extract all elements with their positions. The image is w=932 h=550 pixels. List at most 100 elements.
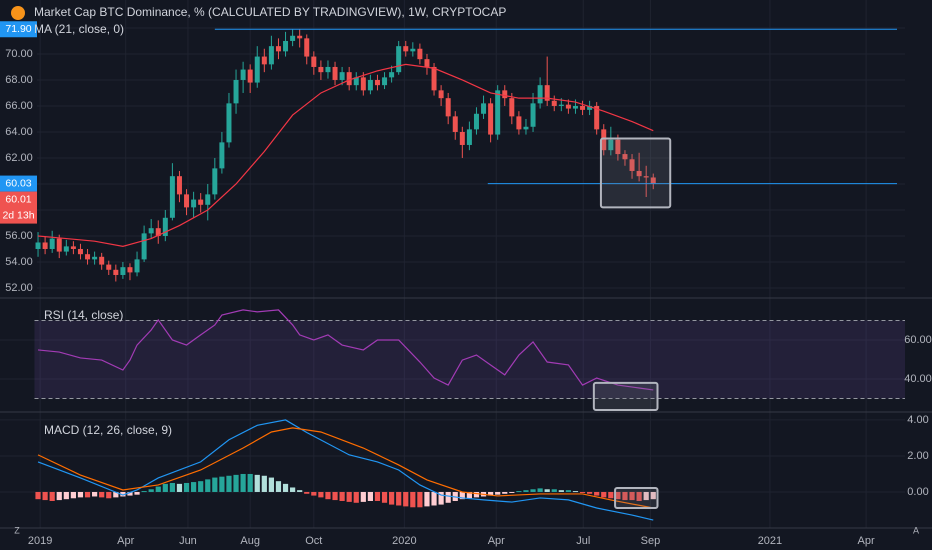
histogram-bar xyxy=(84,491,91,498)
histogram-bar xyxy=(608,491,614,499)
candle-body xyxy=(311,56,317,67)
histogram-bar xyxy=(473,491,480,498)
candle-body xyxy=(424,59,430,67)
candle-body xyxy=(473,113,479,130)
histogram-bar xyxy=(643,491,649,501)
candle-body xyxy=(622,154,628,160)
histogram-bar xyxy=(544,489,550,492)
histogram-bar xyxy=(325,491,331,500)
histogram-bar xyxy=(403,491,409,507)
candle-body xyxy=(283,40,289,52)
histogram-bar xyxy=(374,491,381,501)
histogram-bar xyxy=(579,491,586,493)
histogram-bar xyxy=(537,488,543,492)
candle-body xyxy=(332,66,338,80)
histogram-bar xyxy=(565,490,571,492)
histogram-bar xyxy=(35,491,41,500)
histogram-bar xyxy=(650,491,656,500)
y-tick-label: 62.00 xyxy=(5,152,33,164)
histogram-bar xyxy=(488,491,494,496)
candle-body xyxy=(106,264,112,270)
ma-line xyxy=(37,63,654,247)
signal-line xyxy=(37,427,654,509)
x-tick-label: 2021 xyxy=(758,535,782,547)
histogram-bar xyxy=(516,491,522,493)
price-label-box xyxy=(0,21,37,38)
candle-body xyxy=(530,103,536,127)
candle-body xyxy=(141,233,147,260)
y-tick-label: 56.00 xyxy=(5,230,33,242)
candle-body xyxy=(233,79,239,104)
candle-body xyxy=(396,46,402,73)
y-tick-label: 66.00 xyxy=(5,100,33,112)
y-tick-label: 2.00 xyxy=(907,450,928,462)
histogram-bar xyxy=(191,482,197,492)
candle-body xyxy=(594,105,600,130)
candle-body xyxy=(587,105,593,110)
candle-body xyxy=(240,69,246,80)
x-tick-label: Jul xyxy=(576,535,590,547)
histogram-bar xyxy=(282,483,289,492)
histogram-bar xyxy=(268,477,274,492)
corner-button[interactable]: A xyxy=(913,525,919,535)
histogram-bar xyxy=(318,491,324,498)
histogram-bar xyxy=(311,491,317,496)
histogram-bar xyxy=(410,491,416,508)
candle-body xyxy=(360,77,366,91)
histogram-bar xyxy=(572,491,579,493)
candle-body xyxy=(176,176,182,195)
histogram-bar xyxy=(424,491,430,507)
histogram-bar xyxy=(155,486,161,492)
candle-body xyxy=(99,256,105,265)
candle-body xyxy=(481,103,487,114)
histogram-bar xyxy=(346,491,352,502)
candle-body xyxy=(374,79,380,86)
histogram-bar xyxy=(466,491,472,499)
candle-body xyxy=(636,170,642,177)
histogram-bar xyxy=(120,491,126,497)
countdown-label: 2d 13h xyxy=(2,209,34,221)
histogram-bar xyxy=(70,491,76,499)
histogram-bar xyxy=(431,491,437,506)
histogram-bar xyxy=(389,491,395,505)
histogram-bar xyxy=(134,491,140,495)
candle-body xyxy=(85,254,91,260)
candle-body xyxy=(226,103,232,143)
candle-body xyxy=(297,35,303,39)
histogram-bar xyxy=(445,491,451,503)
histogram-bar xyxy=(417,491,423,508)
histogram-bar xyxy=(63,491,69,500)
candle-body xyxy=(304,38,310,57)
candle-body xyxy=(205,194,211,205)
x-tick-label: Apr xyxy=(488,535,505,547)
candle-body xyxy=(544,85,550,101)
candle-body xyxy=(120,267,126,275)
candle-body xyxy=(339,72,345,80)
histogram-bar xyxy=(99,491,105,498)
candle-body xyxy=(565,104,571,109)
candle-body xyxy=(643,176,649,178)
histogram-bar xyxy=(495,491,501,495)
y-tick-label: 0.00 xyxy=(907,486,928,498)
y-tick-label: 60.00 xyxy=(904,334,932,346)
candle-body xyxy=(275,46,281,52)
y-tick-label: 70.00 xyxy=(5,48,33,60)
candle-body xyxy=(184,194,190,208)
y-tick-label: 54.00 xyxy=(5,256,33,268)
histogram-bar xyxy=(219,476,225,492)
candle-body xyxy=(615,139,621,155)
x-tick-label: Jun xyxy=(179,535,197,547)
y-tick-label: 68.00 xyxy=(5,74,33,86)
histogram-bar xyxy=(275,481,282,492)
candle-body xyxy=(148,228,154,234)
candle-body xyxy=(77,248,83,255)
histogram-bar xyxy=(339,491,345,501)
histogram-bar xyxy=(587,491,593,494)
histogram-bar xyxy=(183,482,190,492)
y-tick-label: 4.00 xyxy=(907,414,928,426)
histogram-bar xyxy=(551,489,557,492)
corner-button[interactable]: Z xyxy=(14,525,20,535)
histogram-bar xyxy=(297,490,303,492)
rsi-line xyxy=(37,309,654,391)
